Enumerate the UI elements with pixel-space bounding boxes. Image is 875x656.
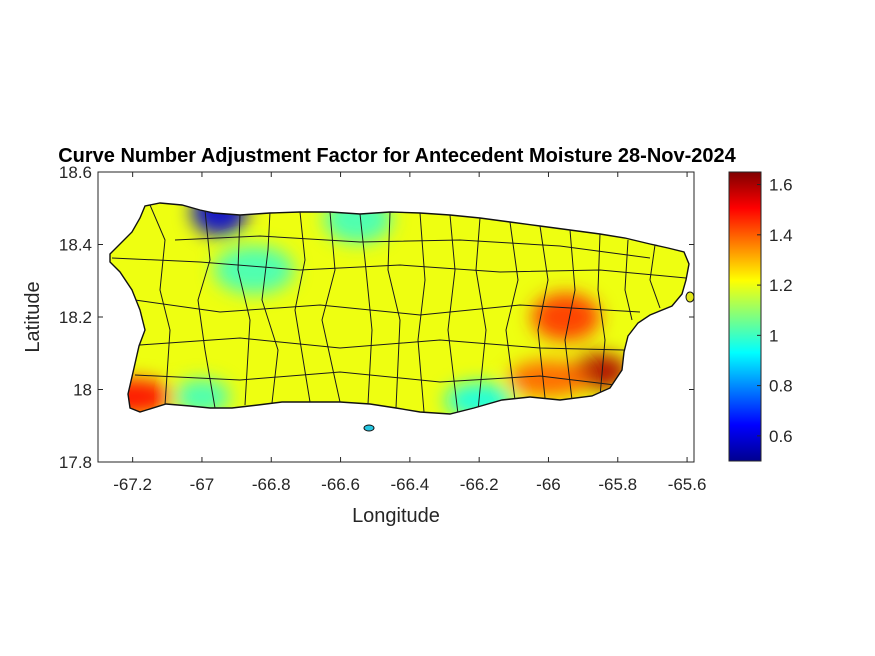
y-axis-ticks: 17.8 18 18.2 18.4 18.6 [59, 163, 694, 472]
moisture-region [213, 245, 294, 294]
municipality-boundary [597, 233, 606, 397]
map-title: Curve Number Adjustment Factor for Antec… [58, 145, 736, 167]
x-tick-label: -66.8 [252, 475, 291, 494]
y-tick-label: 18.6 [59, 163, 92, 182]
municipality-boundary [139, 337, 625, 351]
municipality-boundary [134, 371, 616, 386]
municipality-boundary [237, 213, 251, 406]
municipality-boundary [537, 225, 549, 399]
municipality-boundary [111, 257, 687, 279]
x-axis-label: Longitude [352, 505, 440, 527]
colorbar-tick-label: 1.6 [769, 176, 793, 195]
municipality-boundaries [111, 204, 687, 414]
municipality-boundary [505, 221, 519, 401]
y-tick-label: 17.8 [59, 453, 92, 472]
x-tick-label: -65.8 [598, 475, 637, 494]
municipality-boundary [447, 214, 459, 414]
municipality-boundary [261, 211, 279, 404]
x-tick-label: -66.4 [390, 475, 429, 494]
moisture-region [531, 293, 600, 341]
municipality-boundary [359, 213, 373, 405]
municipality-boundary [649, 244, 661, 309]
municipality-boundary [564, 229, 576, 401]
y-tick-label: 18 [73, 381, 92, 400]
x-tick-label: -66.6 [321, 475, 360, 494]
colorbar-tick-label: 1.4 [769, 226, 793, 245]
colorbar-tick-label: 1 [769, 326, 778, 345]
colorbar-tick-label: 0.8 [769, 377, 793, 396]
municipality-boundary [321, 211, 341, 403]
colorbar-tick-label: 1.2 [769, 276, 793, 295]
municipality-boundary [197, 209, 216, 409]
colorbar-tick-label: 0.6 [769, 427, 793, 446]
municipality-boundary [294, 211, 311, 403]
y-tick-label: 18.2 [59, 308, 92, 327]
x-tick-label: -66 [536, 475, 561, 494]
x-axis-ticks: -67.2 -67 -66.8 -66.6 -66.4 -66.2 -66 -65.8 -65.… [113, 172, 706, 494]
colorbar-ticks: 0.6 0.8 1 1.2 1.4 1.6 [757, 176, 793, 446]
municipality-boundary [417, 212, 426, 413]
y-tick-label: 18.4 [59, 236, 92, 255]
x-tick-label: -67 [190, 475, 215, 494]
y-axis-label: Latitude [22, 281, 44, 352]
islet-caja-de-muertos [363, 424, 375, 432]
municipality-boundary [134, 299, 641, 316]
x-tick-label: -67.2 [113, 475, 152, 494]
moisture-region [508, 360, 589, 397]
x-tick-label: -66.2 [460, 475, 499, 494]
municipality-boundary [624, 239, 633, 321]
islet-east [685, 291, 695, 303]
municipality-boundary [149, 204, 171, 406]
municipality-boundary [475, 217, 487, 411]
colorbar [728, 171, 762, 462]
x-tick-label: -65.6 [668, 475, 707, 494]
municipality-boundary [174, 235, 651, 259]
